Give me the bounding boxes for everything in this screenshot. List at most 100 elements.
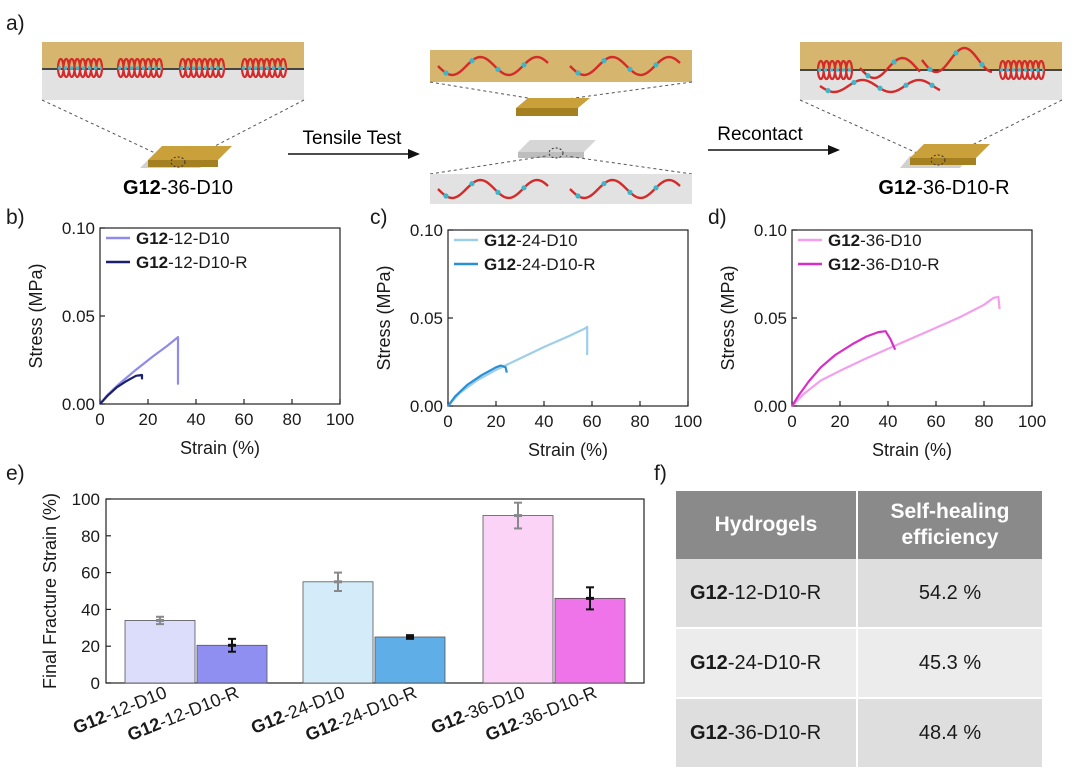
y-tick-label: 0.10 xyxy=(410,221,443,240)
legend-label-1: G12-36-D10-R xyxy=(828,255,940,274)
chain-mid-bottom-1-node xyxy=(653,185,659,191)
helix-right-0 xyxy=(845,59,854,81)
right-zoom-top xyxy=(800,42,1062,69)
legend-label-rest: -24-D10 xyxy=(516,231,577,250)
y-tick-label: 0.10 xyxy=(754,221,787,240)
bar-0 xyxy=(124,620,196,684)
chain-mid-bottom-1-node xyxy=(575,193,581,199)
chain-right-2-node xyxy=(903,82,909,88)
chain-mid-bottom-1-node xyxy=(627,189,633,195)
y-tick-label: 20 xyxy=(81,637,100,656)
x-tick-label: 0 xyxy=(95,410,104,429)
panel-a-schematic: a) G12-36-D10 Tensile Test xyxy=(6,12,1063,204)
chart-d: 0 20 40 60 80 100 0.00 0.05 0.10 Strain (%) Stress… xyxy=(718,221,1046,460)
y-tick-label: 0.00 xyxy=(754,397,787,416)
mid-bottom-chains xyxy=(437,178,681,200)
mid-upper-sample-top xyxy=(516,98,590,108)
x-tick-label: 0 xyxy=(787,412,796,431)
legend-label-1: G12-24-D10-R xyxy=(484,255,596,274)
x-axis-label: Strain (%) xyxy=(528,440,608,460)
chain-right-0-node xyxy=(865,73,871,79)
chart-b: 0 20 40 60 80 100 0.00 0.05 0.10 Strain (%) Stress… xyxy=(26,219,354,458)
legend-label-rest: -36-D10-R xyxy=(860,255,939,274)
recontact-arrowhead xyxy=(828,145,840,155)
legend-label-bold: G12 xyxy=(484,231,516,250)
tensile-test-label: Tensile Test xyxy=(303,128,403,149)
y-axis-label: Final Fracture Strain (%) xyxy=(40,493,60,689)
chain-mid-bottom-0-node xyxy=(469,181,475,187)
left-sample-focus xyxy=(170,156,186,168)
bar-3 xyxy=(374,636,446,684)
legend-label-rest: -12-D10-R xyxy=(168,253,247,272)
efficiency-value: 45.3 % xyxy=(856,627,1042,698)
right-helix-group xyxy=(816,46,1046,94)
chain-right-2-node xyxy=(877,85,883,91)
chain-mid-bottom-0-node xyxy=(443,193,449,199)
mid-bottom-zoom xyxy=(430,174,692,204)
chain-mid-bottom-1 xyxy=(569,178,681,200)
x-tick-label: 60 xyxy=(235,410,254,429)
legend-label-bold: G12 xyxy=(136,253,168,272)
chain-right-2-node xyxy=(929,82,935,88)
legend-label-0: G12-12-D10 xyxy=(136,229,230,248)
x-tick-label: 80 xyxy=(631,412,650,431)
legend-label-0: G12-36-D10 xyxy=(828,231,922,250)
y-tick-label: 80 xyxy=(81,527,100,546)
x-tick-label: 60 xyxy=(927,412,946,431)
mid-bottom-guide-left xyxy=(429,155,547,175)
legend-label-bold: G12 xyxy=(828,231,860,250)
legend-label-1: G12-12-D10-R xyxy=(136,253,248,272)
x-axis-label: Strain (%) xyxy=(872,440,952,460)
chain-mid-top-1-node xyxy=(575,70,581,76)
chain-mid-top-0-node xyxy=(521,62,527,68)
legend-label-rest: -12-D10 xyxy=(168,229,229,248)
efficiency-value: 48.4 % xyxy=(856,697,1042,767)
hydrogel-name: G12-36-D10-R xyxy=(676,697,857,767)
hydrogel-name-rest: -12-D10-R xyxy=(727,581,822,604)
series-line-0 xyxy=(447,325,589,407)
panel-label-b: b) xyxy=(6,206,25,229)
bar-2 xyxy=(302,581,374,684)
x-tick-label: 100 xyxy=(1018,412,1046,431)
hydrogel-name-rest: -24-D10-R xyxy=(727,651,822,674)
x-tick-label: 40 xyxy=(187,410,206,429)
x-tick-label: 40 xyxy=(879,412,898,431)
left-sample-side xyxy=(148,160,218,167)
x-tick-label: 60 xyxy=(583,412,602,431)
chart-c: 0 20 40 60 80 100 0.00 0.05 0.10 Strain (%) Stress… xyxy=(374,221,702,460)
y-tick-label: 0.00 xyxy=(62,395,95,414)
x-category-label-rest: -24-D10-R xyxy=(334,682,419,732)
chain-right-1-node xyxy=(979,61,985,68)
chain-mid-top-1 xyxy=(569,55,681,77)
legend-label-rest: -36-D10 xyxy=(860,231,921,250)
chain-mid-bottom-1-node xyxy=(601,181,607,187)
legend-label-0: G12-24-D10 xyxy=(484,231,578,250)
x-tick-label: 80 xyxy=(283,410,302,429)
x-tick-label: 0 xyxy=(443,412,452,431)
x-axis-label: Strain (%) xyxy=(180,438,260,458)
right-sample-focus xyxy=(930,154,946,166)
left-helix-group xyxy=(56,57,288,79)
table-row: G12-36-D10-R 48.4 % xyxy=(676,697,1042,767)
legend-label-bold: G12 xyxy=(484,255,516,274)
mid-upper-sample-side xyxy=(516,108,578,116)
mid-top-guide-right xyxy=(559,81,693,101)
y-tick-label: 0.05 xyxy=(410,309,443,328)
hydrogel-name-rest: -36-D10-R xyxy=(727,721,822,744)
hydrogel-name-bold: G12 xyxy=(690,651,728,674)
y-tick-label: 100 xyxy=(72,490,100,509)
series-line-1 xyxy=(791,330,897,407)
x-tick-label: 40 xyxy=(535,412,554,431)
bar-4 xyxy=(482,515,554,684)
legend-label-bold: G12 xyxy=(136,229,168,248)
left-zoom-guide-left xyxy=(41,99,171,161)
series-line-1 xyxy=(99,373,144,405)
chain-mid-top-1-node xyxy=(601,58,607,64)
series-line-0 xyxy=(791,295,1001,407)
y-tick-label: 0.10 xyxy=(62,219,95,238)
x-tick-label: 100 xyxy=(326,410,354,429)
y-tick-label: 0.05 xyxy=(754,309,787,328)
y-axis-label: Stress (MPa) xyxy=(374,265,394,370)
right-sample-side xyxy=(910,158,976,165)
